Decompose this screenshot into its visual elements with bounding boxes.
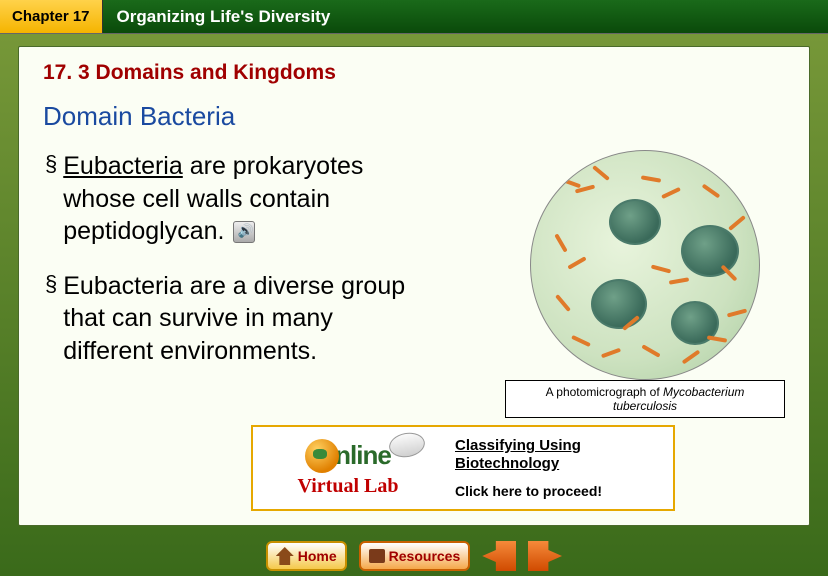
bullet-marker: §: [45, 150, 57, 248]
proceed-text[interactable]: Click here to proceed!: [455, 483, 673, 499]
bullet-item: § Eubacteria are prokaryotes whose cell …: [45, 150, 425, 248]
figure-caption: A photomicrograph of Mycobacterium tuber…: [505, 380, 785, 418]
home-icon: [276, 547, 294, 565]
bullet-text: Eubacteria are a diverse group that can …: [63, 272, 405, 365]
virtual-lab-logo-area: nline Virtual Lab: [253, 427, 443, 509]
bullet-list: § Eubacteria are prokaryotes whose cell …: [43, 150, 505, 418]
sound-icon[interactable]: [233, 221, 255, 243]
header-bar: Chapter 17 Organizing Life's Diversity: [0, 0, 828, 34]
next-arrow-button[interactable]: [528, 541, 562, 571]
book-icon: [369, 549, 385, 563]
figure: A photomicrograph of Mycobacterium tuber…: [505, 150, 785, 418]
bullet-marker: §: [45, 270, 57, 368]
home-button[interactable]: Home: [266, 541, 347, 571]
online-logo-text: nline: [335, 440, 391, 471]
virtual-lab-banner[interactable]: nline Virtual Lab Classifying Using Biot…: [251, 425, 675, 511]
photomicrograph-image: [530, 150, 760, 380]
footer-nav: Home Resources: [0, 536, 828, 576]
bullet-item: § Eubacteria are a diverse group that ca…: [45, 270, 425, 368]
subsection-heading: Domain Bacteria: [43, 101, 785, 132]
prev-arrow-button[interactable]: [482, 541, 516, 571]
chapter-badge: Chapter 17: [0, 0, 103, 33]
keyword: Eubacteria: [63, 152, 183, 180]
mouse-icon: [387, 430, 427, 460]
virtual-lab-label: Virtual Lab: [298, 475, 399, 498]
home-label: Home: [298, 548, 337, 564]
virtual-lab-link[interactable]: Classifying Using Biotechnology: [455, 437, 673, 473]
chapter-title: Organizing Life's Diversity: [117, 7, 331, 27]
resources-button[interactable]: Resources: [359, 541, 471, 571]
caption-prefix: A photomicrograph of: [546, 385, 663, 399]
resources-label: Resources: [389, 548, 461, 564]
content-panel: 17. 3 Domains and Kingdoms Domain Bacter…: [18, 46, 810, 526]
globe-icon: [305, 439, 339, 473]
section-heading: 17. 3 Domains and Kingdoms: [43, 61, 785, 85]
